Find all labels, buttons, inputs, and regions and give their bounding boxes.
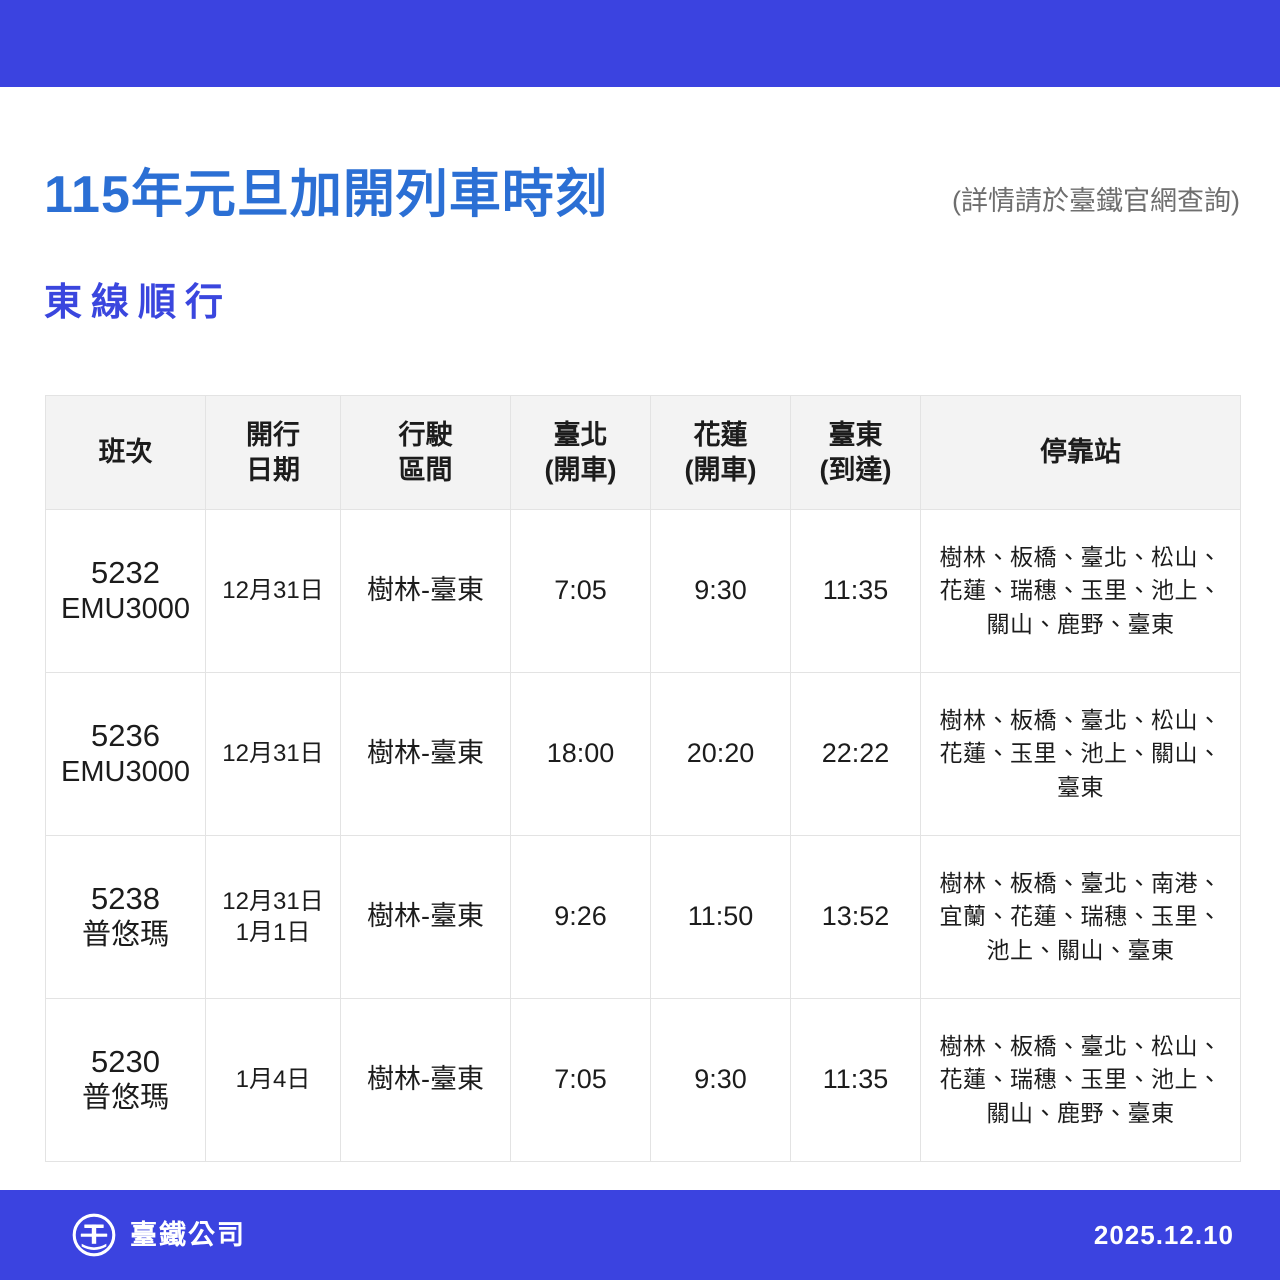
column-header-section: 行駛 區間 bbox=[340, 395, 511, 510]
cell-train-no: 5238 普悠瑪 bbox=[45, 835, 206, 999]
cell-taipei-depart: 9:26 bbox=[510, 835, 651, 999]
cell-taitung-arrive: 11:35 bbox=[790, 998, 921, 1162]
column-header-train-no: 班次 bbox=[45, 395, 206, 510]
top-brand-band bbox=[0, 0, 1280, 87]
column-header-taitung-arrive: 臺東 (到達) bbox=[790, 395, 921, 510]
cell-stops: 樹林、板橋、臺北、松山、花蓮、玉里、池上、關山、臺東 bbox=[920, 672, 1241, 836]
column-header-hualien-depart: 花蓮 (開車) bbox=[650, 395, 791, 510]
publish-date: 2025.12.10 bbox=[1093, 1220, 1234, 1250]
table-header: 班次 開行 日期 行駛 區間 臺北 (開車) 花蓮 (開車) bbox=[45, 395, 1241, 510]
page-title: 115年元旦加開列車時刻 bbox=[44, 166, 608, 224]
table-row: 5230 普悠瑪 1月4日 樹林-臺東 7:05 9:30 11:35 bbox=[45, 998, 1241, 1162]
cell-section: 樹林-臺東 bbox=[340, 509, 511, 673]
tra-emblem-icon bbox=[72, 1213, 116, 1257]
cell-operating-date: 1月4日 bbox=[205, 998, 341, 1162]
cell-stops: 樹林、板橋、臺北、松山、花蓮、瑞穗、玉里、池上、關山、鹿野、臺東 bbox=[920, 509, 1241, 673]
column-header-operating-date: 開行 日期 bbox=[205, 395, 341, 510]
official-site-note: (詳情請於臺鐵官網查詢) bbox=[952, 185, 1240, 216]
cell-hualien-depart: 9:30 bbox=[650, 509, 791, 673]
title-row: 115年元旦加開列車時刻 (詳情請於臺鐵官網查詢) bbox=[44, 168, 1240, 223]
brand-lockup: 臺鐵公司 bbox=[72, 1213, 246, 1257]
table-header-row: 班次 開行 日期 行駛 區間 臺北 (開車) 花蓮 (開車) bbox=[45, 395, 1241, 510]
cell-taipei-depart: 18:00 bbox=[510, 672, 651, 836]
cell-stops: 樹林、板橋、臺北、南港、宜蘭、花蓮、瑞穗、玉里、池上、關山、臺東 bbox=[920, 835, 1241, 999]
cell-operating-date: 12月31日 bbox=[205, 672, 341, 836]
cell-operating-date: 12月31日 bbox=[205, 509, 341, 673]
cell-taitung-arrive: 13:52 bbox=[790, 835, 921, 999]
column-header-stops: 停靠站 bbox=[920, 395, 1241, 510]
cell-hualien-depart: 20:20 bbox=[650, 672, 791, 836]
schedule-table: 班次 開行 日期 行駛 區間 臺北 (開車) 花蓮 (開車) bbox=[45, 395, 1241, 1162]
cell-hualien-depart: 11:50 bbox=[650, 835, 791, 999]
cell-train-no: 5230 普悠瑪 bbox=[45, 998, 206, 1162]
table-row: 5232 EMU3000 12月31日 樹林-臺東 7:05 9:30 11:3… bbox=[45, 509, 1241, 673]
table-body: 5232 EMU3000 12月31日 樹林-臺東 7:05 9:30 11:3… bbox=[45, 509, 1241, 1162]
bottom-brand-band: 臺鐵公司 2025.12.10 bbox=[0, 1190, 1280, 1280]
cell-taipei-depart: 7:05 bbox=[510, 998, 651, 1162]
cell-train-no: 5232 EMU3000 bbox=[45, 509, 206, 673]
cell-section: 樹林-臺東 bbox=[340, 998, 511, 1162]
column-header-taipei-depart: 臺北 (開車) bbox=[510, 395, 651, 510]
schedule-table-wrapper: 班次 開行 日期 行駛 區間 臺北 (開車) 花蓮 (開車) bbox=[45, 395, 1241, 1162]
cell-train-no: 5236 EMU3000 bbox=[45, 672, 206, 836]
cell-stops: 樹林、板橋、臺北、松山、花蓮、瑞穗、玉里、池上、關山、鹿野、臺東 bbox=[920, 998, 1241, 1162]
table-row: 5236 EMU3000 12月31日 樹林-臺東 18:00 20:20 22… bbox=[45, 672, 1241, 836]
cell-taitung-arrive: 11:35 bbox=[790, 509, 921, 673]
cell-section: 樹林-臺東 bbox=[340, 672, 511, 836]
table-row: 5238 普悠瑪 12月31日 1月1日 樹林-臺東 9:26 11:50 13 bbox=[45, 835, 1241, 999]
cell-section: 樹林-臺東 bbox=[340, 835, 511, 999]
section-subtitle: 東線順行 bbox=[44, 282, 233, 324]
cell-taitung-arrive: 22:22 bbox=[790, 672, 921, 836]
cell-taipei-depart: 7:05 bbox=[510, 509, 651, 673]
cell-hualien-depart: 9:30 bbox=[650, 998, 791, 1162]
brand-name: 臺鐵公司 bbox=[130, 1219, 246, 1250]
cell-operating-date: 12月31日 1月1日 bbox=[205, 835, 341, 999]
